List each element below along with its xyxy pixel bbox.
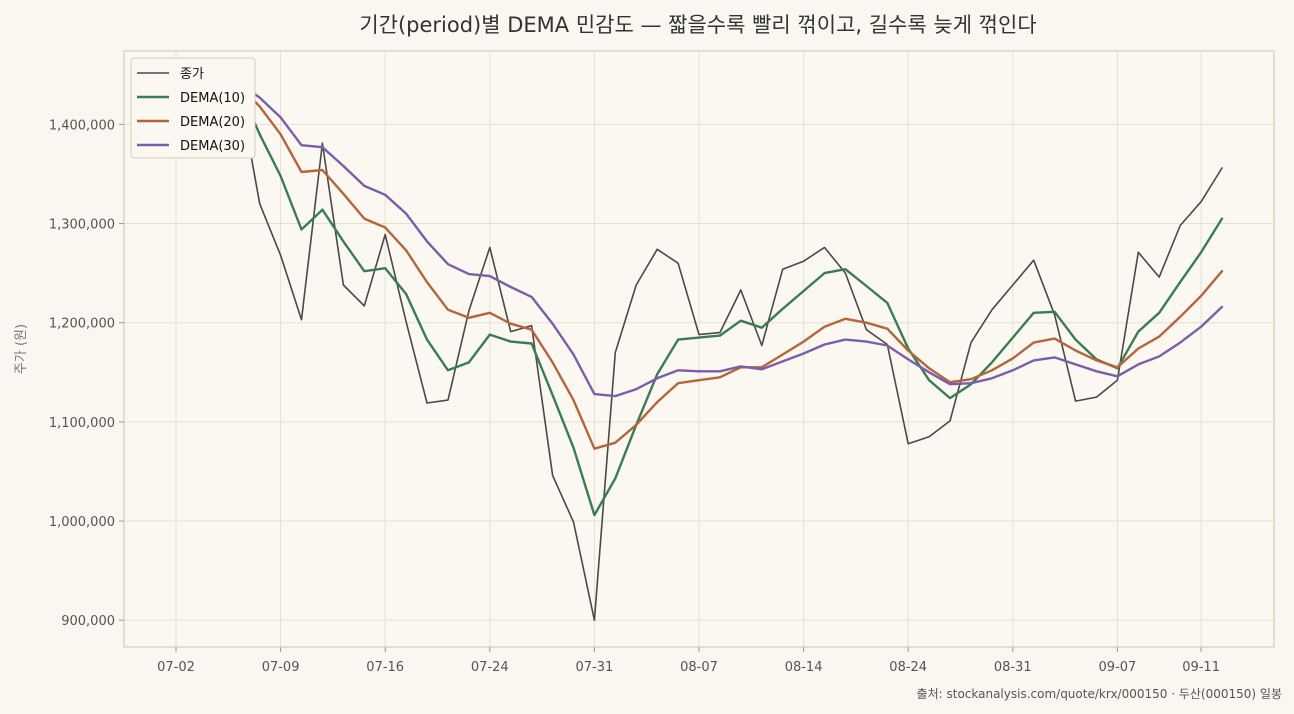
source-note: 출처: stockanalysis.com/quote/krx/000150 ·…	[917, 687, 1282, 701]
legend-label-1: DEMA(10)	[180, 91, 245, 106]
legend: 종가 DEMA(10) DEMA(20) DEMA(30)	[130, 57, 256, 159]
x-tick-label: 07-09	[262, 660, 300, 675]
legend-label-0: 종가	[180, 67, 204, 82]
x-axis-ticks: 07-02 07-09 07-16 07-24 07-31 08-07 08-14 08-24…	[157, 647, 1220, 675]
x-tick-label: 08-24	[889, 660, 927, 675]
x-tick-label: 09-07	[1099, 660, 1137, 675]
series-line-1	[174, 76, 1224, 517]
legend-label-3: DEMA(30)	[180, 139, 245, 154]
legend-items: 종가 DEMA(10) DEMA(20) DEMA(30)	[137, 67, 245, 154]
y-tick-label: 900,000	[61, 614, 115, 629]
series-line-3	[174, 76, 1224, 398]
x-tick-label: 08-31	[994, 660, 1032, 675]
series-line-0	[175, 77, 1223, 622]
x-tick-label: 07-02	[157, 660, 195, 675]
y-axis-label: 주가 (원)	[14, 324, 29, 374]
series-lines	[174, 76, 1224, 622]
x-tick-label: 08-07	[680, 660, 718, 675]
grid-lines	[124, 51, 1274, 647]
y-tick-label: 1,400,000	[49, 118, 115, 133]
x-tick-label: 07-16	[366, 660, 404, 675]
y-tick-label: 1,300,000	[49, 218, 115, 233]
x-tick-label: 09-11	[1182, 660, 1220, 675]
x-tick-label: 08-14	[785, 660, 823, 675]
legend-label-2: DEMA(20)	[180, 115, 245, 130]
series-line-2	[174, 76, 1224, 450]
x-tick-label: 07-31	[576, 660, 614, 675]
legend-box	[130, 57, 256, 159]
y-tick-label: 1,200,000	[49, 317, 115, 332]
chart-title: 기간(period)별 DEMA 민감도 — 짧을수록 빨리 꺾이고, 길수록 …	[359, 13, 1036, 37]
y-tick-label: 1,000,000	[49, 515, 115, 530]
y-axis-ticks: 900,000 1,000,000 1,100,000 1,200,000 1,300,…	[49, 118, 124, 629]
y-tick-label: 1,100,000	[49, 416, 115, 431]
x-tick-label: 07-24	[471, 660, 509, 675]
